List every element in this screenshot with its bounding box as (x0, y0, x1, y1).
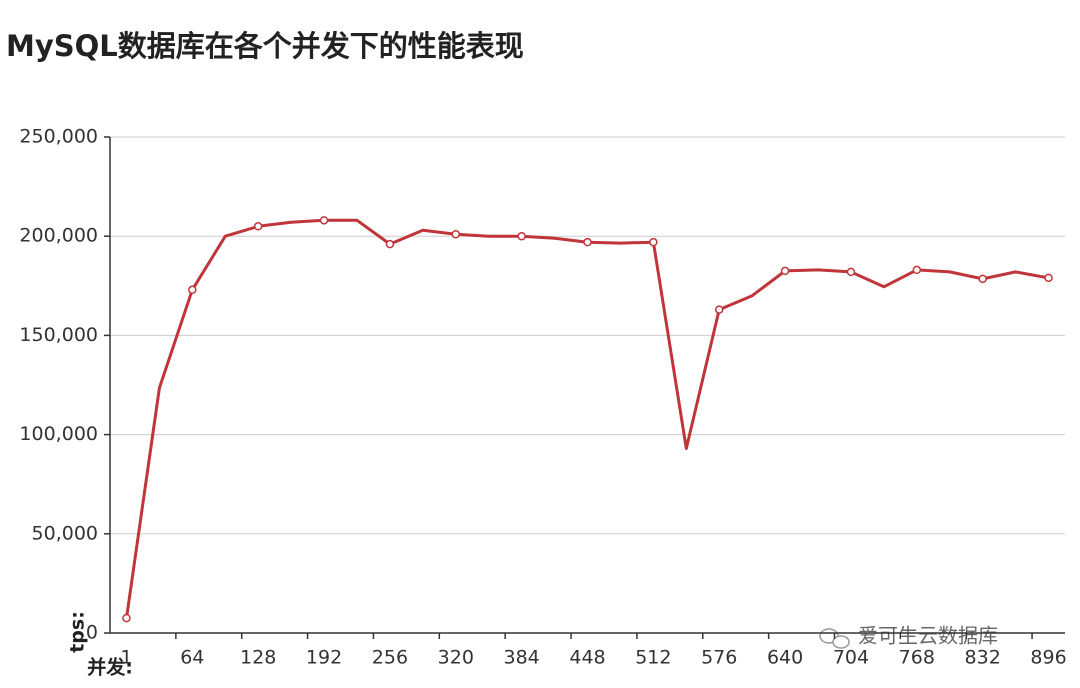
data-point (1044, 273, 1053, 283)
data-point (385, 239, 395, 249)
data-point (319, 216, 329, 225)
data-point (649, 237, 658, 247)
x-tick-label: 448 (569, 647, 605, 669)
x-tick-label: 384 (504, 647, 540, 669)
y-axis-label: tps: (67, 611, 89, 653)
y-tick-label: 200,000 (19, 225, 98, 247)
x-tick-label: 640 (767, 647, 803, 669)
data-point (188, 285, 197, 295)
x-tick-label: 64 (180, 647, 204, 669)
data-point (714, 305, 724, 314)
x-tick-label: 1 (120, 647, 132, 669)
data-point (451, 229, 461, 239)
data-point (583, 237, 592, 247)
series-line (125, 218, 1049, 619)
y-tick-label: 250,000 (19, 126, 98, 148)
chart-title: MySQL数据库在各个并发下的性能表现 (6, 29, 524, 63)
x-tick-label: 320 (438, 647, 474, 669)
data-point (846, 267, 856, 277)
y-tick-label: 0 (86, 622, 98, 644)
data-point (978, 274, 987, 284)
x-tick-label: 256 (372, 647, 408, 669)
x-tick-label: 768 (899, 647, 935, 669)
x-tick-label: 896 (1030, 647, 1066, 669)
x-tick-label: 576 (701, 647, 737, 669)
x-tick-label: 512 (635, 647, 671, 669)
watermark-icon (819, 628, 850, 649)
x-tick-label: 704 (833, 647, 869, 669)
x-axis-label: 并发: (87, 656, 133, 679)
x-tick-label: 832 (965, 647, 1001, 669)
data-point (780, 266, 790, 276)
y-tick-label: 150,000 (19, 324, 98, 346)
x-tick-label: 192 (306, 647, 342, 669)
x-tick-label: 128 (240, 647, 276, 669)
data-point (253, 222, 263, 231)
y-tick-label: 50,000 (32, 522, 98, 544)
y-tick-label: 100,000 (19, 423, 98, 445)
data-point (912, 265, 922, 275)
data-point (122, 613, 131, 623)
watermark: 爱可生云数据库 (858, 624, 998, 648)
data-point (517, 231, 526, 241)
